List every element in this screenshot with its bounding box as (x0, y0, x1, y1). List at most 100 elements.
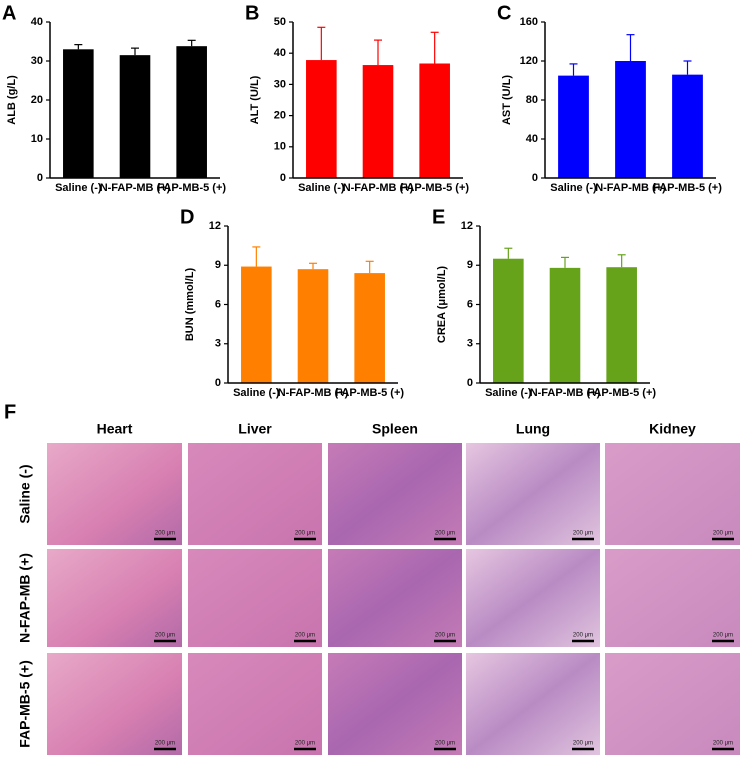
y-tick-label: 40 (274, 47, 286, 59)
y-axis-label: ALT (U/L) (249, 75, 261, 124)
x-tick-label: Saline (-) (485, 387, 532, 399)
bar (606, 267, 637, 383)
bar (615, 61, 646, 178)
y-tick-label: 0 (215, 377, 221, 389)
scale-bar-label: 200 μm (435, 531, 455, 537)
y-tick-label: 3 (467, 338, 473, 350)
x-tick-label: FAP-MB-5 (+) (653, 182, 722, 194)
column-header: Liver (238, 421, 272, 437)
y-tick-label: 30 (31, 55, 43, 67)
y-tick-label: 80 (526, 94, 538, 106)
y-tick-label: 10 (274, 141, 286, 153)
x-tick-label: Saline (-) (550, 182, 597, 194)
y-tick-label: 50 (274, 16, 286, 28)
y-tick-label: 120 (520, 55, 538, 67)
histology-image (466, 549, 600, 647)
histology-image (47, 443, 182, 545)
scale-bar-label: 200 μm (295, 531, 315, 537)
histology-image (328, 653, 462, 755)
x-tick-label: N-FAP-MB (+) (595, 182, 666, 194)
histology-image (605, 443, 740, 545)
column-header: Kidney (649, 421, 696, 437)
x-tick-label: FAP-MB-5 (+) (400, 182, 469, 194)
y-tick-label: 9 (215, 259, 221, 271)
bar (119, 55, 151, 178)
scale-bar-label: 200 μm (435, 741, 455, 747)
bar (558, 75, 589, 178)
y-tick-label: 6 (215, 298, 221, 310)
scale-bar-label: 200 μm (155, 741, 175, 747)
x-tick-label: N-FAP-MB (+) (343, 182, 414, 194)
scale-bar-label: 200 μm (573, 741, 593, 747)
bar (549, 267, 581, 383)
y-tick-label: 40 (526, 133, 538, 145)
x-tick-label: Saline (-) (298, 182, 345, 194)
row-label: N-FAP-MB (+) (17, 553, 33, 643)
scale-bar-label: 200 μm (155, 633, 175, 639)
y-tick-label: 0 (467, 377, 473, 389)
histology-image (605, 653, 740, 755)
y-tick-label: 12 (461, 220, 473, 232)
histology-image (188, 549, 322, 647)
histology-image (188, 443, 322, 545)
y-axis-label: AST (U/L) (501, 75, 513, 125)
bar (672, 74, 703, 178)
y-axis-label: ALB (g/L) (6, 75, 18, 125)
y-tick-label: 20 (31, 94, 43, 106)
panel-letter: B (245, 2, 259, 24)
column-header: Lung (516, 421, 550, 437)
histology-image (466, 653, 600, 755)
x-tick-label: Saline (-) (233, 387, 280, 399)
y-tick-label: 3 (215, 338, 221, 350)
histology-image (47, 549, 182, 647)
row-label: FAP-MB-5 (+) (17, 660, 33, 748)
scale-bar-label: 200 μm (573, 531, 593, 537)
x-tick-label: N-FAP-MB (+) (278, 387, 349, 399)
x-tick-label: N-FAP-MB (+) (530, 387, 601, 399)
scale-bar-label: 200 μm (155, 531, 175, 537)
row-label: Saline (-) (17, 464, 33, 523)
histology-image (466, 443, 600, 545)
bar (354, 273, 385, 383)
x-tick-label: FAP-MB-5 (+) (335, 387, 404, 399)
bar (63, 49, 94, 178)
column-header: Spleen (372, 421, 418, 437)
histology-image (328, 549, 462, 647)
column-header: Heart (97, 421, 133, 437)
y-tick-label: 6 (467, 298, 473, 310)
bar (297, 269, 329, 383)
bar (306, 60, 337, 179)
y-tick-label: 12 (209, 220, 221, 232)
y-tick-label: 30 (274, 78, 286, 90)
y-tick-label: 20 (274, 110, 286, 122)
y-tick-label: 10 (31, 133, 43, 145)
y-tick-label: 0 (280, 172, 286, 184)
scale-bar-label: 200 μm (295, 741, 315, 747)
histology-image (605, 549, 740, 647)
y-axis-label: BUN (mmol/L) (184, 268, 196, 342)
x-tick-label: Saline (-) (55, 182, 102, 194)
scale-bar-label: 200 μm (435, 633, 455, 639)
bar (493, 258, 524, 383)
histology-image (328, 443, 462, 545)
panel-letter: A (2, 2, 16, 24)
panel-letter: D (180, 206, 194, 228)
y-tick-label: 9 (467, 259, 473, 271)
y-tick-label: 40 (31, 16, 43, 28)
x-tick-label: N-FAP-MB (+) (100, 182, 171, 194)
bar (362, 65, 394, 178)
bar (419, 63, 450, 178)
histology-image (47, 653, 182, 755)
scale-bar-label: 200 μm (713, 741, 733, 747)
scale-bar-label: 200 μm (573, 633, 593, 639)
bar (241, 266, 272, 383)
y-axis-label: CREA (μmol/L) (436, 266, 448, 344)
panel-letter: E (432, 206, 445, 228)
scale-bar-label: 200 μm (295, 633, 315, 639)
panel-letter: F (4, 401, 16, 423)
y-tick-label: 160 (520, 16, 538, 28)
scale-bar-label: 200 μm (713, 633, 733, 639)
x-tick-label: FAP-MB-5 (+) (157, 182, 226, 194)
y-tick-label: 0 (37, 172, 43, 184)
